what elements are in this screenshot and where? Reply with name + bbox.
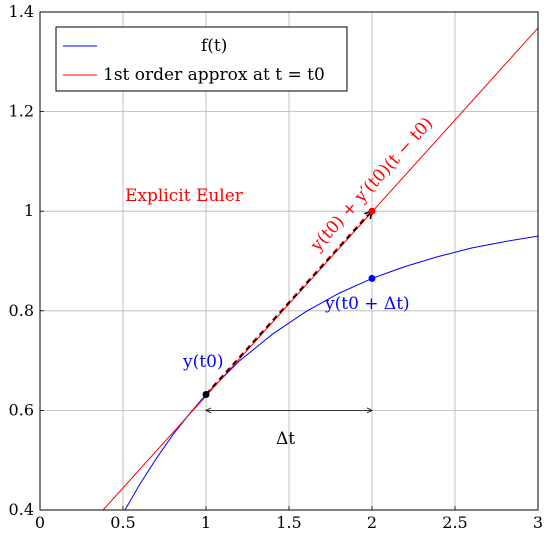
euler-step-arrow — [205, 210, 374, 396]
legend: f(t) 1st order approx at t = t0 — [55, 26, 348, 92]
x-tick-label: 1.5 — [276, 513, 301, 532]
data-point — [368, 207, 376, 215]
y-tick-label: 1.2 — [9, 102, 34, 121]
y-tick-label: 1.4 — [9, 2, 34, 21]
x-tick-label: 3 — [533, 513, 543, 532]
x-tick-label: 0.5 — [110, 513, 135, 532]
y-axis-ticks: 0.4 0.6 0.8 1 1.2 1.4 — [9, 2, 44, 519]
y-tick-label: 0.4 — [9, 500, 34, 519]
x-tick-label: 0 — [35, 513, 45, 532]
legend-label-first-order-approx: 1st order approx at t = t0 — [103, 65, 325, 85]
y-tick-label: 1 — [24, 201, 34, 220]
annotation-explicit-euler: Explicit Euler — [125, 186, 244, 206]
annotation-delta-t: Δt — [276, 429, 295, 449]
y-tick-label: 0.6 — [9, 400, 34, 419]
annotation-y-t0-plus-delta-t: y(t0 + Δt) — [324, 294, 410, 314]
data-point — [202, 390, 210, 398]
marked-points — [202, 207, 376, 398]
legend-box — [55, 26, 348, 92]
x-tick-label: 2 — [367, 513, 377, 532]
series-line-f-of-t — [124, 235, 538, 510]
y-tick-label: 0.8 — [9, 301, 34, 320]
x-tick-label: 1 — [201, 513, 211, 532]
legend-label-f-of-t: f(t) — [201, 36, 227, 56]
series-line-first-order-approx — [102, 27, 538, 510]
x-axis-ticks: 0 0.5 1 1.5 2 2.5 3 — [35, 506, 543, 532]
data-point — [368, 274, 376, 282]
x-tick-label: 2.5 — [442, 513, 467, 532]
annotation-y-t0: y(t0) — [182, 352, 224, 372]
